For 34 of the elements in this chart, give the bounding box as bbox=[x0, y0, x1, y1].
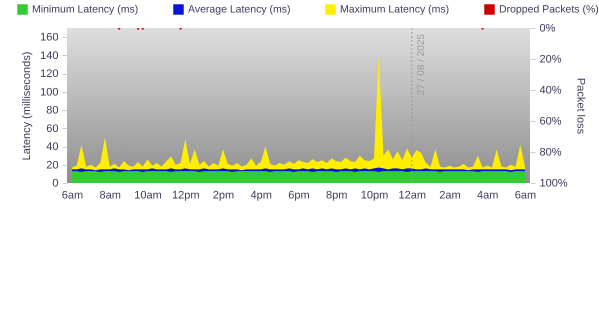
x-tick-label: 8pm bbox=[326, 190, 348, 202]
y2-tick-label: 40% bbox=[540, 84, 562, 96]
y-axis-title: Latency (milliseconds) bbox=[21, 52, 34, 160]
x-tick-label: 4am bbox=[477, 190, 498, 202]
y-tick-label: 40 bbox=[46, 141, 58, 154]
x-tick-label: 6am bbox=[62, 190, 84, 202]
x-tick-label: 10pm bbox=[360, 190, 388, 202]
x-tick-label: 12pm bbox=[172, 190, 200, 202]
legend-label: Average Latency (ms) bbox=[188, 4, 291, 16]
y2-axis-title: Packet loss bbox=[574, 78, 587, 135]
x-tick-label: 8am bbox=[100, 190, 121, 202]
x-tick-label: 12am bbox=[398, 190, 426, 202]
legend-label: Dropped Packets (%) bbox=[499, 4, 599, 16]
y2-tick-label: 0% bbox=[540, 22, 556, 34]
legend-label: Minimum Latency (ms) bbox=[32, 4, 138, 16]
y-tick-label: 140 bbox=[40, 50, 58, 62]
x-tick-label: 2pm bbox=[212, 190, 234, 202]
y-tick-label: 0 bbox=[52, 178, 58, 190]
x-tick-label: 6pm bbox=[288, 190, 310, 202]
y2-tick-label: 100% bbox=[540, 178, 568, 190]
y2-tick-label: 80% bbox=[540, 146, 562, 158]
y-tick-label: 160 bbox=[40, 32, 58, 44]
y-tick-label: 120 bbox=[40, 68, 58, 80]
x-tick-label: 6am bbox=[514, 190, 536, 202]
y-tick-label: 20 bbox=[46, 159, 58, 172]
x-tick-label: 4pm bbox=[250, 190, 272, 202]
x-tick-label: 2am bbox=[439, 190, 461, 202]
y-tick-label: 80 bbox=[46, 104, 58, 117]
y2-tick-label: 20% bbox=[540, 54, 562, 66]
legend-label: Maximum Latency (ms) bbox=[340, 4, 450, 16]
y-tick-label: 60 bbox=[46, 122, 58, 135]
x-tick-label: 10am bbox=[134, 190, 162, 202]
y-tick-label: 100 bbox=[40, 86, 58, 98]
y2-tick-label: 60% bbox=[540, 116, 562, 128]
